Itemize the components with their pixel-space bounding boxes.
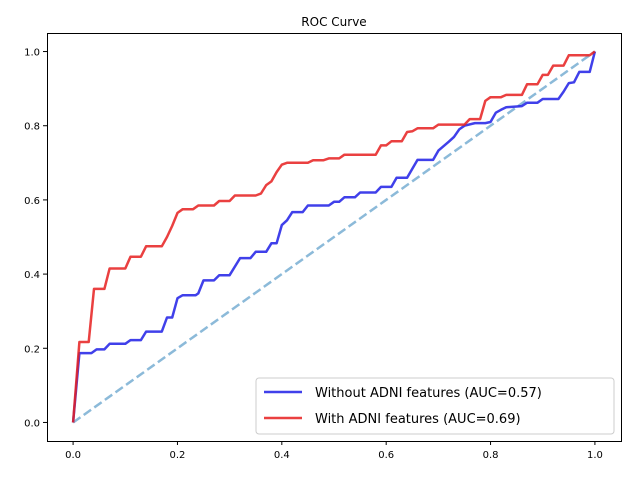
x-tick-label: 0.2	[170, 450, 186, 461]
chance-diagonal-line	[72, 50, 596, 424]
x-tick-label: 0.4	[274, 450, 290, 461]
plot-frame	[47, 33, 622, 442]
x-tick-label: 0.0	[65, 450, 81, 461]
x-tick-label: 0.8	[483, 450, 499, 461]
y-tick-label: 0.2	[24, 344, 40, 355]
y-tick-label: 0.4	[24, 270, 40, 281]
legend-label-with-adni: With ADNI features (AUC=0.69)	[315, 412, 521, 427]
legend: Without ADNI features (AUC=0.57) With AD…	[255, 377, 615, 435]
series-layer	[71, 50, 597, 424]
y-tick-label: 0.0	[24, 418, 40, 429]
x-tick-label: 0.6	[378, 450, 394, 461]
y-tick-label: 1.0	[24, 48, 40, 59]
x-tick-label: 1.0	[587, 450, 603, 461]
y-axis-ticks: 0.0 0.2 0.4 0.6 0.8 1.0	[24, 48, 47, 429]
x-axis-ticks: 0.0 0.2 0.4 0.6 0.8 1.0	[65, 441, 603, 461]
chart-title: ROC Curve	[301, 15, 366, 29]
series-line-with-adni	[71, 50, 596, 423]
legend-box	[255, 377, 615, 435]
y-tick-label: 0.8	[24, 122, 40, 133]
y-tick-label: 0.6	[24, 196, 40, 207]
series-line-without-adni	[71, 51, 597, 423]
legend-label-without-adni: Without ADNI features (AUC=0.57)	[315, 386, 542, 401]
